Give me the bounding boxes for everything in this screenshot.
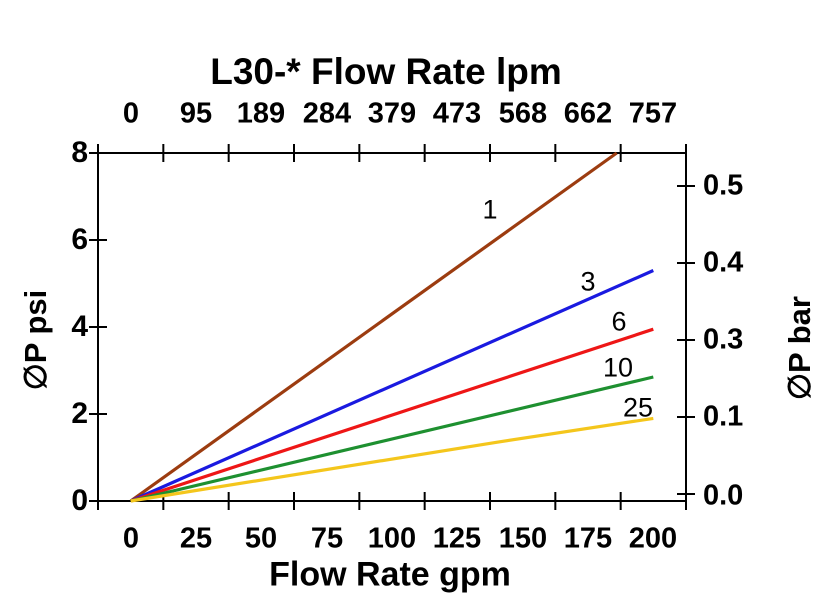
top-axis-tick-label: 284 — [302, 97, 352, 130]
series-label-10: 10 — [602, 352, 634, 383]
right-axis-title: ∅P bar — [782, 296, 817, 400]
plot-frame — [97, 152, 687, 502]
top-axis-title: L30-* Flow Rate lpm — [210, 51, 562, 92]
top-axis-tick-label: 568 — [498, 97, 548, 130]
top-axis-tick-label: 0 — [122, 97, 140, 130]
left-axis-tick-label: 4 — [71, 310, 88, 343]
bottom-axis-title: Flow Rate gpm — [269, 555, 511, 594]
series-line-1 — [129, 151, 618, 503]
bottom-axis-tick-label: 125 — [432, 522, 482, 555]
bottom-axis-tick-label: 200 — [628, 522, 678, 555]
bottom-axis-tick-label: 50 — [244, 522, 278, 555]
bottom-axis-tick-label: 150 — [498, 522, 548, 555]
right-axis-tick-label: 0.1 — [703, 400, 744, 433]
bottom-axis-tick-label: 25 — [179, 522, 213, 555]
left-axis-tick-label: 6 — [71, 223, 88, 256]
bottom-axis-tick-label: 100 — [367, 522, 417, 555]
top-axis-tick-label: 757 — [628, 97, 678, 130]
left-axis-tick-label: 8 — [71, 136, 88, 169]
right-axis-tick-label: 0.4 — [703, 246, 744, 279]
top-axis-tick-label: 662 — [563, 97, 613, 130]
top-axis-tick-label: 189 — [236, 97, 286, 130]
top-axis-tick-label: 95 — [179, 97, 213, 130]
left-axis-title: ∅P psi — [18, 289, 53, 391]
series-label-25: 25 — [622, 392, 654, 423]
top-axis-tick-label: 379 — [367, 97, 417, 130]
series-label-1: 1 — [482, 194, 498, 225]
series-line-6 — [130, 327, 654, 503]
bottom-axis-tick-label: 175 — [563, 522, 613, 555]
top-axis-tick-label: 473 — [432, 97, 482, 130]
series-label-6: 6 — [611, 306, 627, 337]
right-axis-tick-label: 0.0 — [703, 479, 744, 512]
bottom-axis-tick-label: 0 — [122, 522, 140, 555]
bottom-axis-tick-label: 75 — [310, 522, 344, 555]
right-axis-tick-label: 0.5 — [703, 169, 744, 202]
series-line-3 — [130, 269, 654, 503]
right-axis-tick-label: 0.3 — [703, 323, 744, 356]
left-axis-tick-label: 0 — [71, 484, 88, 517]
series-line-10 — [130, 375, 654, 503]
series-line-25 — [130, 416, 654, 503]
left-axis-tick-label: 2 — [71, 397, 88, 430]
series-label-3: 3 — [580, 266, 596, 297]
